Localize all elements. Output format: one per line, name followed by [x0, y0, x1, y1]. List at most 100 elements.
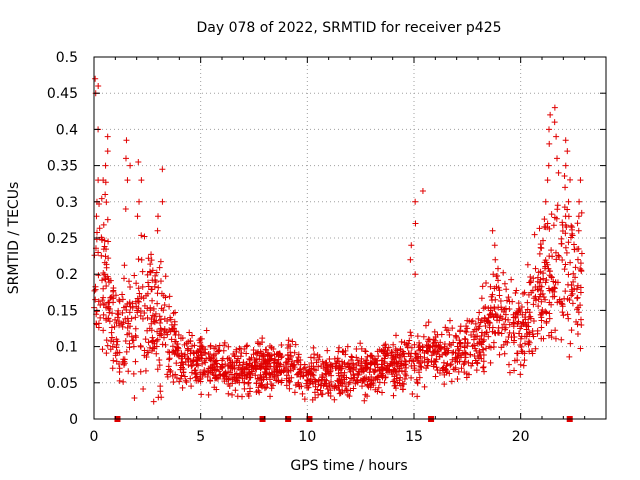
data-point — [126, 344, 133, 351]
axis-ticks — [93, 56, 606, 420]
data-point — [379, 372, 386, 379]
chart-title: Day 078 of 2022, SRMTID for receiver p42… — [196, 20, 501, 36]
data-point — [193, 371, 200, 378]
data-point — [349, 367, 356, 374]
data-point — [256, 389, 263, 396]
data-point — [225, 343, 232, 350]
data-point — [478, 341, 485, 348]
data-point — [328, 378, 335, 385]
data-point — [385, 352, 392, 359]
data-point — [136, 198, 143, 205]
data-point — [449, 325, 456, 332]
data-point — [362, 347, 369, 354]
data-point — [491, 329, 498, 336]
data-point — [487, 283, 494, 290]
data-point — [236, 345, 243, 352]
data-point — [495, 284, 502, 291]
data-point — [538, 298, 545, 305]
data-point — [109, 310, 116, 317]
data-point — [441, 346, 448, 353]
data-point — [239, 375, 246, 382]
data-point — [127, 283, 134, 290]
data-point — [571, 246, 578, 253]
data-point — [506, 369, 513, 376]
data-point — [93, 229, 100, 236]
data-point — [101, 243, 108, 250]
data-point — [198, 335, 205, 342]
data-point — [463, 328, 470, 335]
data-point — [319, 391, 326, 398]
data-point — [548, 273, 555, 280]
data-point — [449, 356, 456, 363]
data-point — [98, 195, 105, 202]
data-point — [183, 379, 190, 386]
data-point — [250, 351, 257, 358]
data-point — [545, 265, 552, 272]
data-point — [474, 360, 481, 367]
data-point — [310, 363, 317, 370]
data-point — [559, 301, 566, 308]
data-point — [561, 172, 568, 179]
data-point — [101, 300, 108, 307]
data-point — [468, 332, 475, 339]
data-point — [424, 348, 431, 355]
data-point — [461, 351, 468, 358]
data-point — [311, 366, 318, 373]
data-point — [145, 255, 152, 262]
data-point — [144, 314, 151, 321]
data-point — [492, 296, 499, 303]
data-point — [482, 304, 489, 311]
data-point — [245, 392, 252, 399]
data-point — [148, 347, 155, 354]
data-point — [544, 220, 551, 227]
data-point — [569, 230, 576, 237]
data-point — [572, 274, 579, 281]
data-point — [337, 365, 344, 372]
data-point — [496, 292, 503, 299]
data-point — [498, 344, 505, 351]
data-point — [221, 378, 228, 385]
data-point — [490, 271, 497, 278]
data-point — [122, 337, 129, 344]
data-point — [244, 373, 250, 380]
data-point — [454, 354, 461, 361]
data-point — [186, 329, 193, 336]
data-point — [184, 356, 191, 363]
data-point — [134, 295, 141, 302]
data-point — [358, 358, 365, 365]
data-point — [392, 353, 399, 360]
data-point — [390, 378, 397, 385]
data-point — [542, 198, 549, 205]
data-point — [132, 358, 139, 365]
data-point — [529, 350, 536, 357]
data-point — [431, 328, 438, 335]
data-point — [569, 300, 576, 307]
data-point — [526, 309, 533, 316]
data-point — [331, 355, 338, 362]
data-point — [141, 309, 148, 316]
data-point — [554, 202, 561, 209]
data-point — [291, 364, 298, 371]
data-point — [372, 386, 379, 393]
data-point — [491, 242, 498, 249]
data-point — [192, 370, 199, 377]
y-axis-tick-labels: 0 0.05 0.1 0.15 0.2 0.25 0.3 0.35 0.4 0.45 0.5 — [47, 50, 78, 428]
data-point — [551, 214, 558, 221]
data-point — [432, 373, 439, 380]
data-point — [398, 338, 405, 345]
data-point — [144, 305, 151, 312]
data-point — [434, 348, 441, 355]
data-point — [457, 328, 464, 335]
data-point — [95, 272, 102, 279]
data-point — [348, 353, 355, 360]
data-point — [119, 309, 126, 316]
data-point — [95, 249, 102, 256]
data-point — [229, 376, 236, 383]
data-point — [120, 356, 127, 363]
data-point — [291, 389, 298, 396]
y-tick-label: 0.3 — [56, 195, 78, 211]
data-point — [161, 315, 168, 322]
data-point — [122, 315, 129, 322]
data-point — [547, 111, 554, 118]
data-point — [266, 353, 273, 360]
